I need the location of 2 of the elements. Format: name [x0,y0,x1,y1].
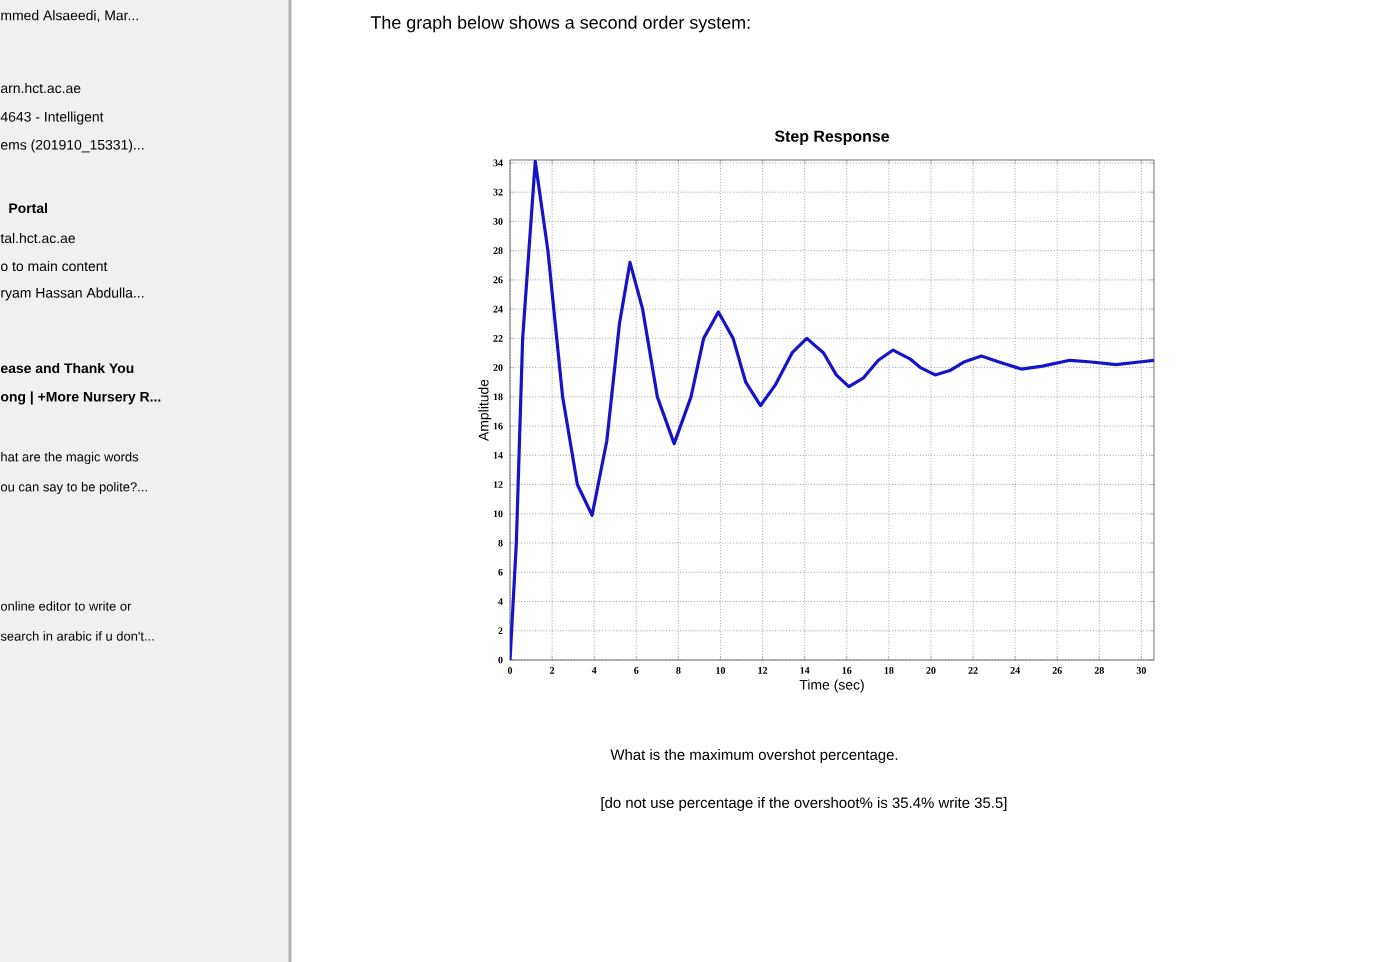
text: The graph below shows a second order system: [370,15,750,33]
line-series [510,160,1155,660]
